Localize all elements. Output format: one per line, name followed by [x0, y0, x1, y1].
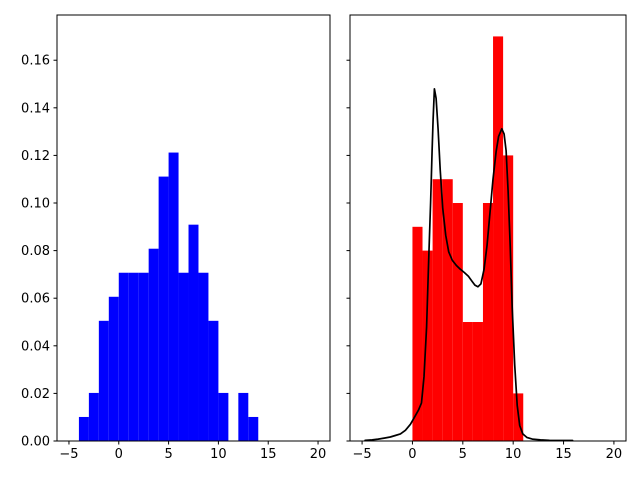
histogram-bar — [218, 392, 229, 441]
histogram-bar — [108, 296, 119, 441]
x-tick-label: 20 — [310, 447, 327, 462]
x-tick-label: −5 — [353, 447, 372, 462]
y-tick-label: 0.08 — [21, 244, 50, 259]
kde-curve — [364, 87, 574, 442]
histogram-bar — [482, 203, 494, 441]
x-tick-label: 15 — [260, 447, 277, 462]
y-tick-label: 0.14 — [21, 101, 50, 116]
histogram-bar — [432, 179, 443, 441]
x-tick-label: 0 — [408, 447, 416, 462]
y-tick-label: 0.12 — [21, 149, 50, 164]
histogram-bar — [462, 322, 473, 441]
y-tick-label: 0.06 — [21, 292, 50, 307]
y-tick-label: 0.04 — [21, 339, 50, 354]
left-histogram-panel: −5 0 5 10 15 20 0.00 0.02 0.04 0.06 0.08 0.10 0.12 0.… — [21, 14, 331, 462]
histogram-bar — [503, 155, 514, 441]
x-tick-label: 0 — [115, 447, 123, 462]
histogram-bar — [493, 36, 504, 442]
histogram-bar — [148, 248, 159, 441]
x-tick-label: −5 — [59, 447, 78, 462]
histogram-bar — [78, 416, 89, 441]
histogram-bar — [98, 320, 109, 441]
histogram-bar — [238, 392, 249, 441]
y-tick-label: 0.00 — [21, 435, 50, 450]
histogram-bar — [412, 226, 423, 441]
histogram-bar — [168, 152, 179, 441]
y-tick-label: 0.02 — [21, 387, 50, 402]
x-tick-label: 5 — [164, 447, 172, 462]
x-tick-label: 10 — [210, 447, 227, 462]
histogram-bar — [198, 272, 209, 441]
histogram-bar — [138, 272, 149, 441]
axes-frame — [56, 14, 331, 442]
histogram-bar — [472, 322, 483, 441]
y-tick-label: 0.16 — [21, 54, 50, 69]
histogram-bar — [422, 250, 433, 441]
histogram-bar — [158, 176, 169, 441]
histogram-bar — [442, 179, 453, 441]
axes-frame — [349, 14, 627, 442]
x-tick-label: 5 — [459, 447, 467, 462]
histogram-bar — [452, 203, 463, 441]
right-histogram-panel: −5 0 5 10 15 20 — [346, 14, 627, 462]
x-tick-label: 20 — [606, 447, 623, 462]
y-tick-label: 0.10 — [21, 197, 50, 212]
histogram-bar — [188, 224, 199, 441]
x-tick-label: 10 — [505, 447, 522, 462]
histogram-bar — [118, 272, 129, 441]
histogram-bar — [178, 272, 189, 441]
histogram-bar — [88, 392, 99, 441]
histogram-bar — [208, 320, 219, 441]
histogram-bar — [128, 272, 139, 441]
x-tick-label: 15 — [555, 447, 572, 462]
histogram-bar — [248, 416, 259, 441]
